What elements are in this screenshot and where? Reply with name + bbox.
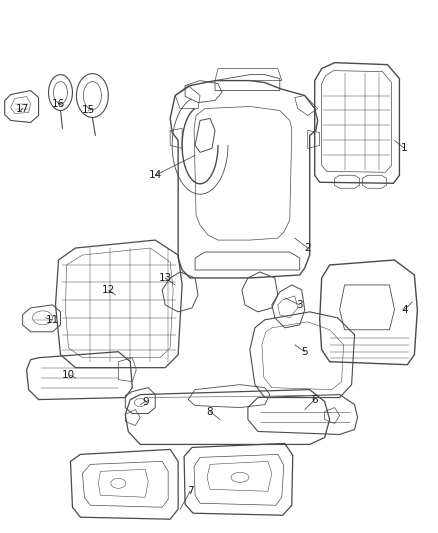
Text: 9: 9 <box>142 397 148 407</box>
Text: 12: 12 <box>102 285 115 295</box>
Text: 8: 8 <box>207 407 213 416</box>
Text: 11: 11 <box>46 315 59 325</box>
Text: 14: 14 <box>148 170 162 180</box>
Text: 15: 15 <box>82 106 95 116</box>
Text: 6: 6 <box>311 394 318 405</box>
Text: 13: 13 <box>159 273 172 283</box>
Text: 3: 3 <box>297 300 303 310</box>
Text: 1: 1 <box>401 143 408 154</box>
Text: 4: 4 <box>401 305 408 315</box>
Text: 2: 2 <box>304 243 311 253</box>
Text: 10: 10 <box>62 370 75 379</box>
Text: 7: 7 <box>187 486 194 496</box>
Text: 16: 16 <box>52 99 65 109</box>
Text: 5: 5 <box>301 347 308 357</box>
Text: 17: 17 <box>16 103 29 114</box>
